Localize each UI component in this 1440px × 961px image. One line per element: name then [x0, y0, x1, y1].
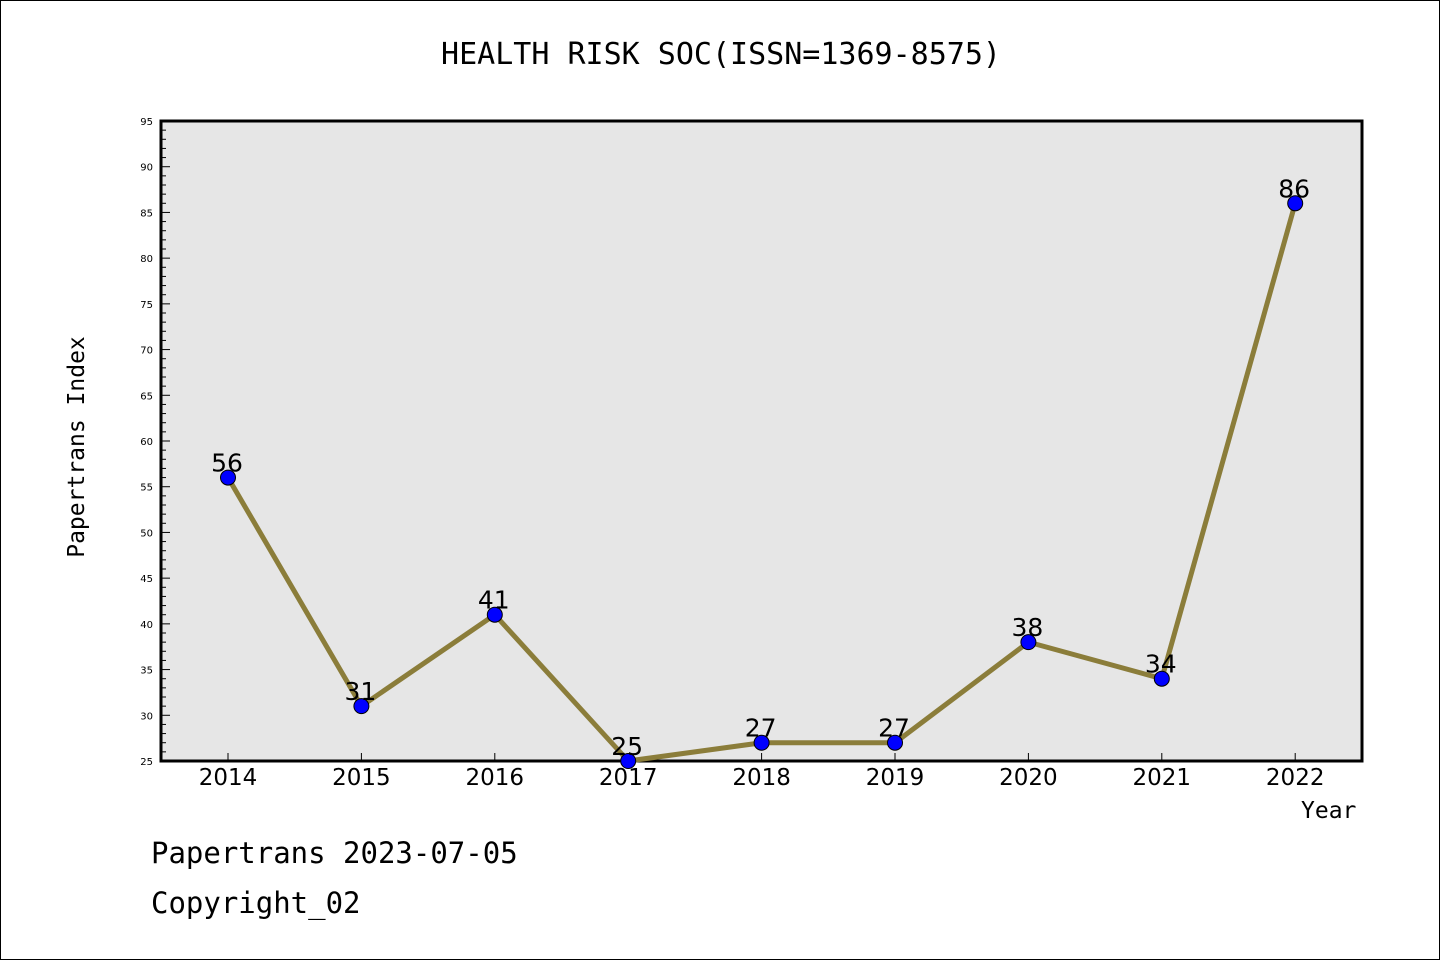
data-point [353, 698, 370, 715]
x-tick-label: 2017 [599, 765, 658, 791]
y-tick-label: 55 [140, 483, 153, 494]
data-label: 25 [611, 732, 643, 761]
y-tick-label: 45 [140, 574, 153, 585]
y-tick-label: 30 [140, 711, 153, 722]
data-label: 41 [478, 586, 510, 615]
data-point [1287, 195, 1304, 212]
data-point [887, 734, 903, 751]
data-point [753, 734, 770, 751]
y-tick-label: 65 [140, 391, 153, 402]
x-tick-label: 2018 [732, 765, 791, 791]
y-tick-label: 85 [140, 208, 153, 219]
x-axis-ticks: 2014 2015 2016 2017 2018 2019 2020 2021 2022 [199, 753, 1325, 791]
data-label: 27 [878, 714, 910, 743]
footer-date: Papertrans 2023-07-05 [151, 836, 518, 870]
y-tick-label: 80 [140, 254, 153, 265]
x-tick-label: 2016 [466, 765, 525, 791]
y-axis-ticks: 25 30 35 40 45 50 55 60 65 70 75 80 85 90 95 [140, 117, 170, 768]
x-tick-label: 2019 [866, 765, 925, 791]
chart-title: HEALTH RISK SOC(ISSN=1369-8575) [441, 37, 1001, 72]
data-label: 31 [344, 677, 376, 706]
plot-background [159, 119, 1364, 763]
x-axis-label: Year [1301, 798, 1357, 824]
data-point [486, 606, 503, 623]
series-group: 56 31 41 25 27 27 38 34 86 [211, 174, 1310, 769]
data-label: 56 [211, 449, 243, 478]
y-tick-label: 60 [140, 437, 153, 448]
y-tick-label: 75 [140, 300, 153, 311]
data-point [1020, 634, 1037, 651]
y-tick-label: 95 [140, 117, 153, 128]
y-tick-label: 90 [140, 163, 153, 174]
data-label: 27 [745, 714, 777, 743]
x-tick-label: 2022 [1266, 765, 1325, 791]
x-tick-label: 2021 [1133, 765, 1192, 791]
y-tick-label: 50 [140, 528, 153, 539]
data-label: 86 [1278, 174, 1310, 203]
x-tick-label: 2014 [199, 765, 258, 791]
y-tick-label: 35 [140, 666, 153, 677]
data-label: 34 [1145, 650, 1177, 679]
y-tick-label: 25 [140, 757, 153, 768]
x-tick-label: 2015 [332, 765, 391, 791]
y-tick-label: 40 [140, 620, 153, 631]
data-label: 38 [1011, 613, 1043, 642]
footer-copyright: Copyright_02 [151, 886, 361, 920]
data-point [620, 753, 637, 769]
data-point [1153, 670, 1170, 687]
y-tick-label: 70 [140, 346, 153, 357]
x-tick-label: 2020 [999, 765, 1058, 791]
data-point [220, 469, 236, 486]
